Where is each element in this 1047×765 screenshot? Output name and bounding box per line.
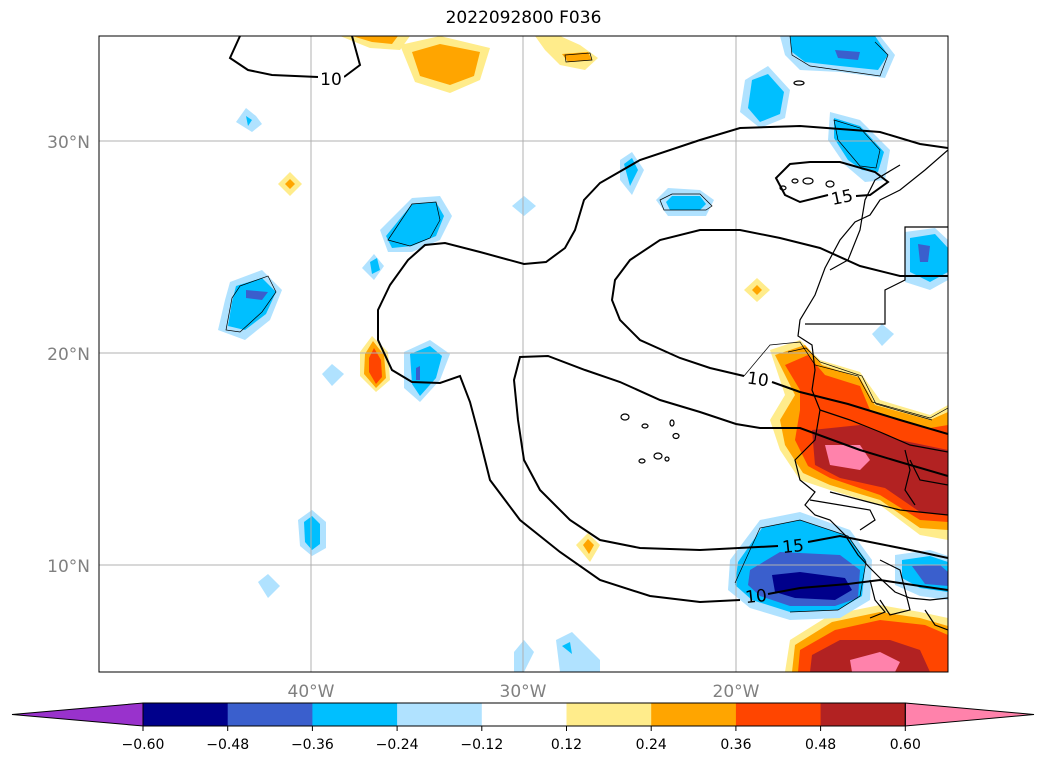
- colorbar-tick-label: 0.36: [720, 737, 751, 753]
- colorbar-tick-label: −0.24: [376, 737, 419, 753]
- map-title: 2022092800 F036: [445, 8, 602, 28]
- colorbar-tick-label: −0.48: [206, 737, 249, 753]
- colorbar-swatch: [481, 703, 567, 726]
- colorbar-swatch: [566, 703, 652, 726]
- contour-label: 10: [746, 369, 770, 392]
- colorbar-tick-label: −0.36: [291, 737, 334, 753]
- contour-label: 15: [830, 186, 855, 210]
- colorbar-swatch: [312, 703, 398, 726]
- lat-label: 20°N: [47, 345, 90, 365]
- colorbar-extend-high: [904, 702, 1035, 727]
- coastlines: [620, 80, 948, 631]
- lon-label: 40°W: [288, 682, 335, 702]
- colorbar-extend-low: [11, 702, 144, 727]
- lat-label: 10°N: [47, 557, 90, 577]
- colorbar-swatch: [820, 703, 906, 726]
- anomaly-edge-contours: [225, 36, 948, 613]
- colorbar-tick-label: −0.12: [460, 737, 503, 753]
- lat-label: 30°N: [47, 133, 90, 153]
- lon-label: 30°W: [500, 682, 547, 702]
- contour-label: 10: [320, 70, 342, 90]
- contour-label-group: 10 15 10 15 10: [318, 68, 855, 608]
- contour-label: 15: [781, 536, 805, 558]
- map-area: [99, 36, 948, 672]
- colorbar-frame: [142, 702, 906, 727]
- contour-label: 10: [744, 586, 768, 608]
- colorbar-tick-label: 0.24: [636, 737, 667, 753]
- colorbar-tick-label: 0.48: [805, 737, 836, 753]
- positive-anomaly-fill: [278, 36, 948, 672]
- colorbar-swatch: [651, 703, 737, 726]
- colorbar-tick-label: −0.60: [122, 737, 165, 753]
- colorbar-swatch: [227, 703, 313, 726]
- colorbar-swatch: [397, 703, 483, 726]
- contour-lines: [228, 36, 948, 604]
- graticule: [99, 36, 948, 672]
- colorbar-tick-label: 0.12: [551, 737, 582, 753]
- colorbar-swatch: [143, 703, 229, 726]
- map-frame: [98, 35, 949, 673]
- lon-label: 20°W: [713, 682, 760, 702]
- colorbar-tick-label: 0.60: [890, 737, 921, 753]
- colorbar-swatch: [735, 703, 822, 726]
- colorbar: −0.60 −0.48 −0.36 −0.24 −0.12 0.12 0.24 0.36 0.4…: [11, 702, 1035, 753]
